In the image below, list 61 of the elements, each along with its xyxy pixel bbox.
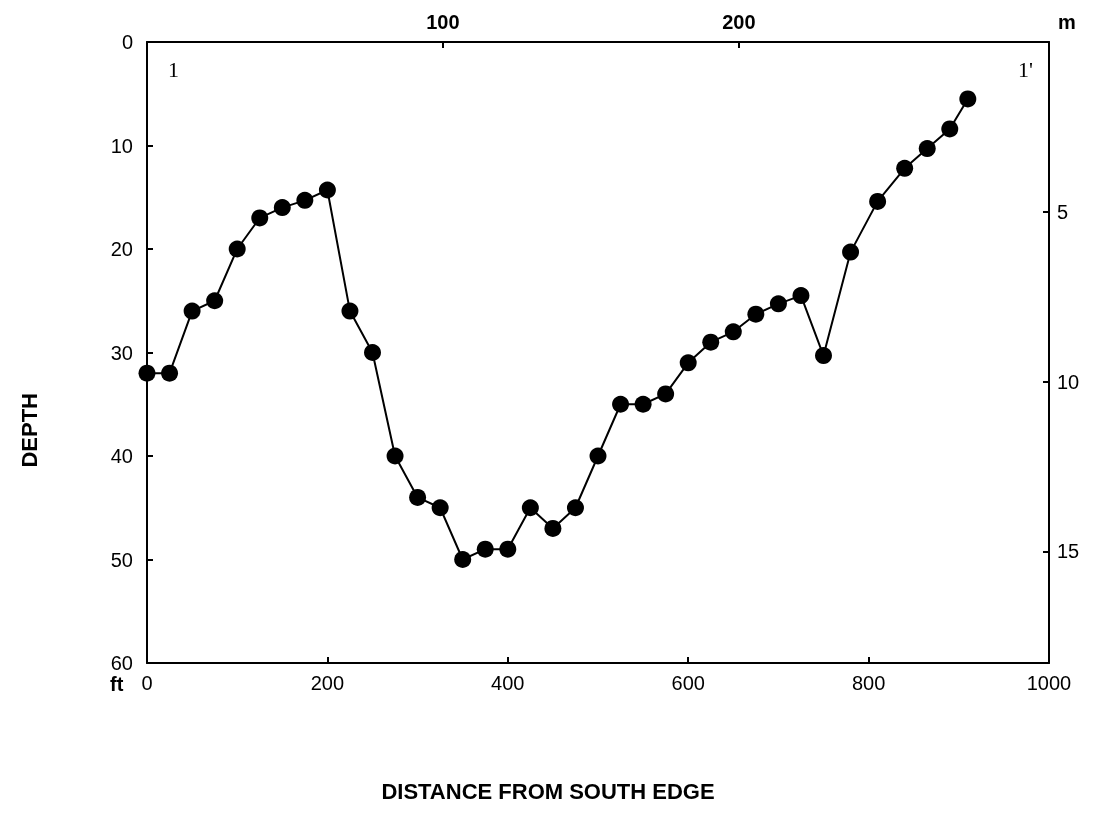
- point: [273, 199, 291, 217]
- text: m: [1058, 11, 1076, 33]
- point: [409, 488, 427, 506]
- y-tick-label: 40: [110, 445, 133, 467]
- point: [476, 540, 494, 558]
- point: [792, 287, 810, 305]
- point: [161, 364, 179, 382]
- point: [869, 192, 887, 210]
- x-tick-label: 0: [141, 672, 153, 694]
- point: [566, 499, 584, 517]
- point: [183, 302, 201, 320]
- annotation: 1': [1018, 56, 1033, 82]
- x2-tick-label: 200: [722, 11, 756, 33]
- point: [454, 551, 472, 568]
- point: [296, 191, 314, 209]
- point: [769, 295, 787, 313]
- point: [918, 140, 936, 158]
- point: [815, 347, 832, 365]
- point: [318, 181, 336, 199]
- point: [724, 323, 742, 341]
- point: [341, 302, 359, 320]
- point: [634, 395, 652, 413]
- y2-tick-label: 5: [1057, 200, 1069, 223]
- point: [251, 209, 269, 227]
- point: [702, 333, 720, 351]
- y-axis-title: DEPTH: [16, 393, 42, 468]
- y-tick-label: 30: [110, 341, 133, 364]
- point: [959, 90, 977, 108]
- text: ft: [110, 673, 124, 695]
- point: [896, 159, 914, 177]
- x-tick-label: 800: [851, 672, 886, 694]
- point: [657, 385, 675, 403]
- point: [138, 364, 156, 382]
- point: [206, 292, 224, 310]
- y-tick-label: 60: [110, 652, 133, 674]
- y-tick-label: 10: [110, 134, 133, 157]
- point: [544, 519, 562, 537]
- y-tick-label: 0: [121, 31, 133, 53]
- y-tick-label: 20: [110, 238, 133, 260]
- point: [386, 447, 404, 465]
- x-tick-label: 400: [491, 672, 525, 694]
- x-tick-label: 200: [310, 672, 345, 694]
- point: [842, 243, 860, 261]
- point: [679, 354, 697, 372]
- annotation: 1: [168, 56, 179, 82]
- point: [747, 305, 765, 323]
- x-tick-label: 1000: [1026, 672, 1072, 694]
- point: [941, 120, 959, 138]
- point: [612, 395, 630, 413]
- x-tick-label: 600: [671, 672, 705, 694]
- y2-tick-label: 10: [1057, 370, 1080, 393]
- point: [521, 499, 539, 517]
- point: [228, 240, 246, 258]
- x-axis-title: DISTANCE FROM SOUTH EDGE: [381, 778, 715, 804]
- point: [499, 540, 517, 558]
- point: [431, 499, 449, 517]
- y-tick-label: 50: [110, 548, 133, 571]
- x2-tick-label: 100: [426, 11, 460, 33]
- y2-tick-label: 15: [1057, 540, 1080, 563]
- point: [589, 447, 607, 465]
- point: [364, 344, 381, 361]
